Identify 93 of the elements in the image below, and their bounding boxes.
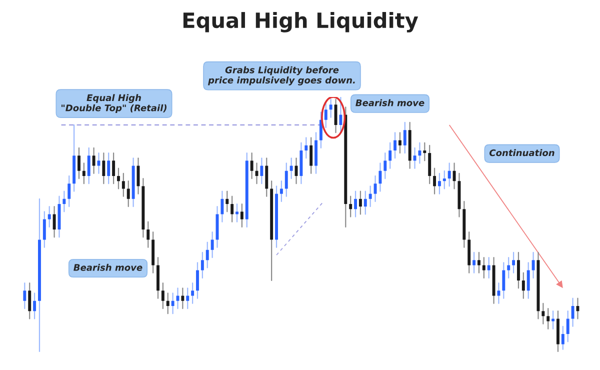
candlestick: [561, 326, 564, 350]
candlestick: [126, 180, 130, 208]
candlestick: [161, 282, 164, 310]
candlestick: [23, 282, 26, 310]
candlestick: [250, 152, 254, 180]
candlestick: [240, 203, 244, 228]
candlestick: [413, 147, 416, 169]
candlestick: [374, 175, 377, 202]
candlestick: [339, 96, 342, 134]
candlestick: [546, 308, 550, 330]
candlestick: [206, 242, 209, 268]
candlestick: [230, 196, 234, 222]
candlestick: [310, 137, 313, 174]
candlestick: [358, 190, 362, 215]
candlestick: [304, 137, 308, 159]
candlestick: [477, 252, 480, 274]
candlestick: [403, 122, 406, 154]
candlestick: [226, 190, 229, 212]
candlestick: [265, 158, 268, 197]
candlestick: [87, 147, 90, 184]
candlestick: [487, 256, 490, 278]
candlestick: [566, 310, 570, 342]
candlestick: [28, 282, 32, 320]
candlestick: [571, 298, 574, 327]
candlestick: [378, 162, 382, 192]
candlestick: [507, 256, 510, 278]
candlestick: [112, 152, 116, 184]
annotation: Continuation: [490, 149, 554, 156]
candlestick: [82, 162, 86, 184]
candlestick: [191, 282, 194, 304]
candlestick: [196, 262, 199, 299]
candlestick: [354, 190, 357, 218]
candlestick: [384, 152, 387, 180]
candlestick: [107, 152, 110, 184]
candlestick: [398, 132, 402, 154]
candlestick: [146, 221, 150, 248]
annotation: Bearish move: [356, 99, 424, 106]
text: Grabs Liquidity before price impulsively goes down.: [208, 66, 355, 86]
candlestick: [522, 272, 525, 299]
candlestick: [92, 147, 96, 174]
candlestick: [329, 98, 332, 118]
candlestick: [394, 132, 397, 159]
candlestick: [186, 288, 190, 310]
candlestick: [368, 186, 372, 208]
candlestick: [200, 252, 204, 278]
candlestick: [452, 162, 456, 190]
candlestick: [512, 252, 516, 274]
candlestick: [290, 158, 293, 180]
candlestick: [542, 302, 545, 324]
annotation: Bearish move: [74, 264, 142, 271]
candlestick: [433, 168, 436, 194]
candlestick: [324, 101, 328, 128]
candlestick: [260, 158, 264, 184]
candlestick: [388, 142, 392, 169]
candlestick: [220, 190, 224, 222]
candlestick: [502, 262, 506, 299]
candlestick: [78, 147, 80, 180]
candlestick: [166, 292, 170, 314]
candlestick: [497, 282, 500, 304]
candlestick: [210, 232, 214, 258]
candlestick: [48, 206, 51, 228]
candlestick: [68, 175, 71, 208]
candlestick: [284, 162, 288, 197]
candlestick: [280, 180, 283, 202]
candlestick: [428, 144, 432, 184]
candlestick: [319, 112, 322, 148]
candlestick: [516, 252, 520, 289]
candlestick: [171, 292, 174, 314]
candlestick: [438, 172, 441, 194]
candlestick: [62, 190, 66, 212]
candlestick: [33, 292, 36, 320]
candlestick: [102, 152, 106, 184]
candlestick: [349, 196, 352, 218]
candlestick: [423, 142, 426, 162]
candlestick: [526, 262, 530, 299]
candlestick: [181, 288, 184, 310]
candlestick: [52, 206, 56, 238]
candlestick: [472, 252, 476, 274]
candlestick: [97, 152, 100, 174]
candlestick: [442, 170, 446, 190]
candlestick: [552, 310, 555, 330]
candlestick: [364, 190, 367, 215]
candlestick: [576, 298, 580, 320]
candlestick: [122, 172, 125, 197]
candlestick: [117, 168, 120, 190]
candlestick: [482, 256, 486, 278]
chart-title: Equal High Liquidity: [183, 12, 418, 32]
candlestick: [236, 203, 238, 222]
candlestick: [532, 252, 535, 278]
annotation: Equal High "Double Top" (Retail): [62, 94, 166, 114]
candlestick: [448, 162, 451, 187]
candlestick: [42, 211, 46, 248]
candlestick: [418, 142, 422, 164]
